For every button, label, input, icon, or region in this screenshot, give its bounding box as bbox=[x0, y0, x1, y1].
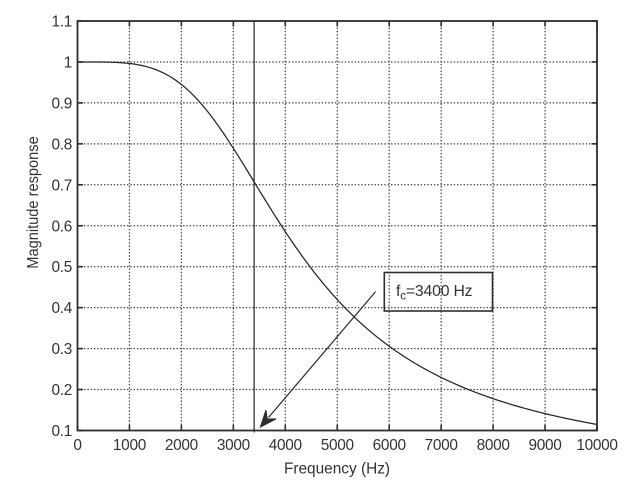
svg-text:0.7: 0.7 bbox=[52, 177, 73, 194]
svg-text:0.3: 0.3 bbox=[52, 341, 73, 358]
svg-text:1000: 1000 bbox=[113, 437, 146, 454]
svg-text:Frequency (Hz): Frequency (Hz) bbox=[284, 461, 390, 478]
svg-text:4000: 4000 bbox=[269, 437, 302, 454]
svg-text:0.8: 0.8 bbox=[52, 136, 73, 153]
svg-text:5000: 5000 bbox=[321, 437, 354, 454]
svg-text:1: 1 bbox=[64, 54, 72, 71]
svg-text:Magnitude response: Magnitude response bbox=[25, 136, 42, 268]
svg-text:0.5: 0.5 bbox=[52, 259, 73, 276]
svg-text:0: 0 bbox=[73, 437, 81, 454]
svg-text:7000: 7000 bbox=[425, 437, 458, 454]
svg-text:3000: 3000 bbox=[217, 437, 250, 454]
svg-text:fc=3400 Hz: fc=3400 Hz bbox=[396, 283, 473, 303]
svg-text:0.4: 0.4 bbox=[52, 300, 73, 317]
svg-text:0.1: 0.1 bbox=[52, 423, 73, 440]
svg-text:10000: 10000 bbox=[576, 437, 617, 454]
svg-text:0.2: 0.2 bbox=[52, 382, 73, 399]
svg-text:6000: 6000 bbox=[373, 437, 406, 454]
svg-text:2000: 2000 bbox=[165, 437, 198, 454]
svg-text:8000: 8000 bbox=[477, 437, 510, 454]
svg-text:1.1: 1.1 bbox=[52, 14, 73, 31]
svg-text:0.9: 0.9 bbox=[52, 95, 73, 112]
svg-text:9000: 9000 bbox=[529, 437, 562, 454]
svg-text:0.6: 0.6 bbox=[52, 218, 73, 235]
